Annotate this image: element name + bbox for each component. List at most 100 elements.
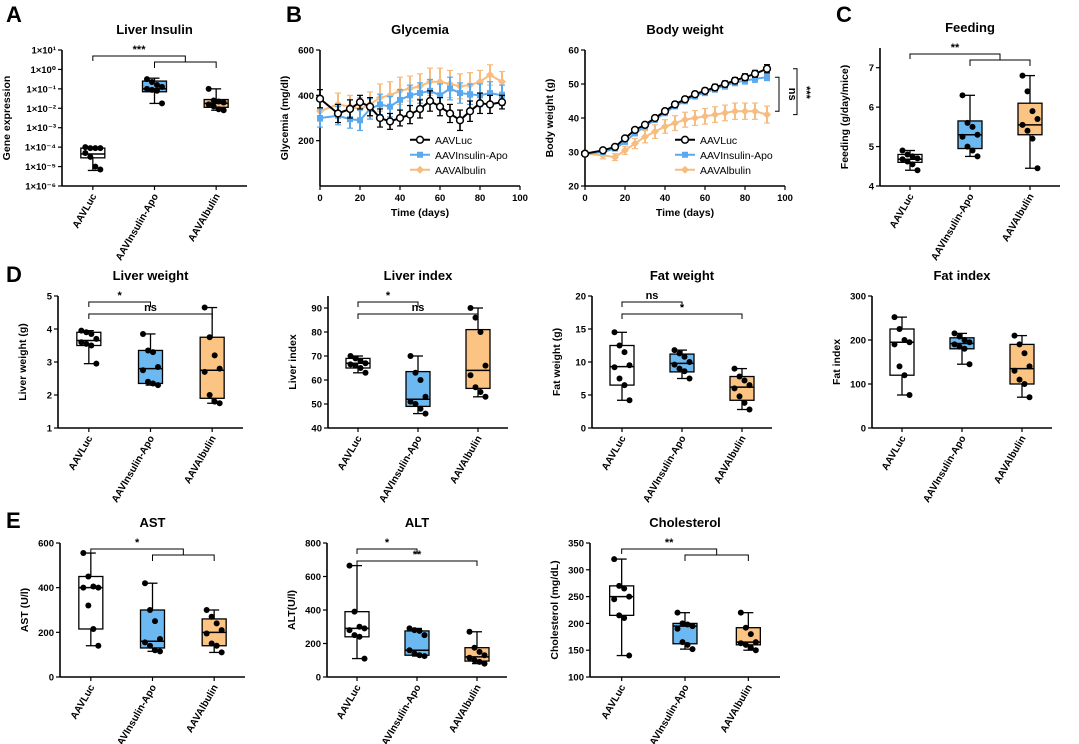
significance-bracket: *	[88, 290, 151, 307]
data-marker	[465, 107, 475, 116]
data-point	[974, 153, 981, 160]
data-marker	[457, 90, 463, 97]
x-tick-label: 20	[620, 193, 631, 204]
y-tick-label: 70	[311, 352, 322, 363]
data-marker	[764, 74, 770, 81]
data-point	[362, 369, 369, 376]
data-point	[80, 584, 87, 591]
data-point	[213, 642, 220, 649]
data-point	[142, 639, 148, 646]
category-label: AAVLuc	[880, 434, 909, 473]
data-point	[93, 335, 100, 342]
data-marker	[345, 104, 355, 114]
data-marker	[630, 125, 640, 135]
data-point	[149, 86, 155, 93]
box-group	[404, 625, 430, 660]
data-point	[150, 349, 156, 356]
data-marker	[397, 96, 403, 103]
data-point	[741, 399, 748, 406]
data-point	[966, 339, 973, 346]
data-point	[466, 654, 473, 661]
y-tick-label: 6	[869, 103, 874, 114]
y-axis-label: Cholesterol (mg/dL)	[549, 560, 561, 659]
data-point	[676, 365, 683, 372]
chart-liver-index: Liver index 40 50 60 70 80 90 Liver index AAVLuc…	[287, 268, 508, 505]
box-group	[897, 147, 923, 174]
x-axis-label: Time (days)	[391, 207, 449, 219]
box-group	[464, 628, 490, 667]
y-tick-label: 600	[298, 46, 314, 57]
data-point	[471, 644, 478, 651]
data-marker	[640, 120, 650, 129]
data-marker	[721, 108, 729, 117]
legend-marker	[680, 135, 690, 144]
data-point	[621, 615, 628, 622]
data-point	[87, 145, 94, 152]
data-point	[155, 382, 161, 389]
y-tick-label: 4	[869, 182, 875, 193]
category-label: AAVAlbulin	[186, 192, 222, 244]
data-point	[411, 627, 418, 634]
data-marker	[720, 79, 730, 89]
y-tick-label: 5	[869, 142, 875, 153]
data-marker	[385, 117, 395, 126]
data-marker	[415, 104, 425, 114]
data-marker	[485, 100, 495, 109]
data-point	[1011, 367, 1018, 374]
data-point	[85, 573, 92, 580]
data-point	[1016, 376, 1023, 383]
data-marker	[598, 146, 608, 155]
data-marker	[681, 115, 689, 124]
legend-marker	[417, 151, 423, 158]
data-point	[412, 401, 419, 407]
data-point	[746, 382, 753, 389]
data-marker	[641, 132, 649, 141]
bracket-line	[154, 61, 217, 68]
data-marker	[740, 73, 750, 82]
data-point	[92, 163, 99, 170]
y-tick-label: 60	[311, 376, 322, 387]
category-label: AAVAlbulin	[447, 683, 483, 735]
data-point	[154, 81, 160, 88]
data-point	[149, 79, 155, 86]
data-point	[679, 639, 686, 646]
significance-bracket: ns	[357, 302, 479, 319]
data-point	[1019, 121, 1026, 128]
sig-bracket	[793, 68, 798, 116]
data-point	[481, 660, 488, 667]
data-marker	[387, 103, 393, 110]
legend-marker	[415, 135, 425, 144]
plots-layer: Liver Insulin 1×10⁻⁶ 1×10⁻⁵ 1×10⁻⁴ 1×10⁻³ 1×1…	[1, 20, 1060, 744]
legend-marker	[416, 165, 424, 174]
data-marker	[497, 97, 507, 107]
data-point	[346, 562, 353, 569]
data-point	[85, 602, 92, 609]
data-marker	[355, 97, 365, 107]
box-group	[465, 305, 491, 400]
data-point	[481, 652, 488, 659]
y-tick-label: 30	[568, 148, 579, 159]
significance-label: *	[386, 290, 391, 302]
data-point	[1024, 127, 1031, 134]
box-group	[199, 304, 225, 407]
data-point	[467, 305, 474, 311]
category-label: AAVAlbulin	[719, 683, 755, 735]
data-point	[974, 131, 981, 138]
data-point	[674, 609, 681, 616]
y-tick-label: 50	[568, 80, 579, 91]
data-point	[482, 393, 489, 400]
data-point	[467, 372, 474, 379]
data-marker	[445, 109, 455, 118]
box-group	[139, 580, 166, 655]
y-tick-label: 15	[575, 325, 586, 336]
y-tick-label: 100	[850, 380, 866, 391]
y-tick-label: 1×10⁰	[30, 65, 56, 76]
chart-title: Feeding	[945, 20, 995, 35]
data-point	[689, 646, 696, 653]
data-marker	[661, 122, 669, 131]
category-label: AAVLuc	[71, 192, 100, 231]
data-point	[215, 98, 222, 105]
category-label: AAVAlbulin	[184, 683, 220, 735]
data-point	[1011, 332, 1018, 339]
data-point	[611, 329, 618, 336]
